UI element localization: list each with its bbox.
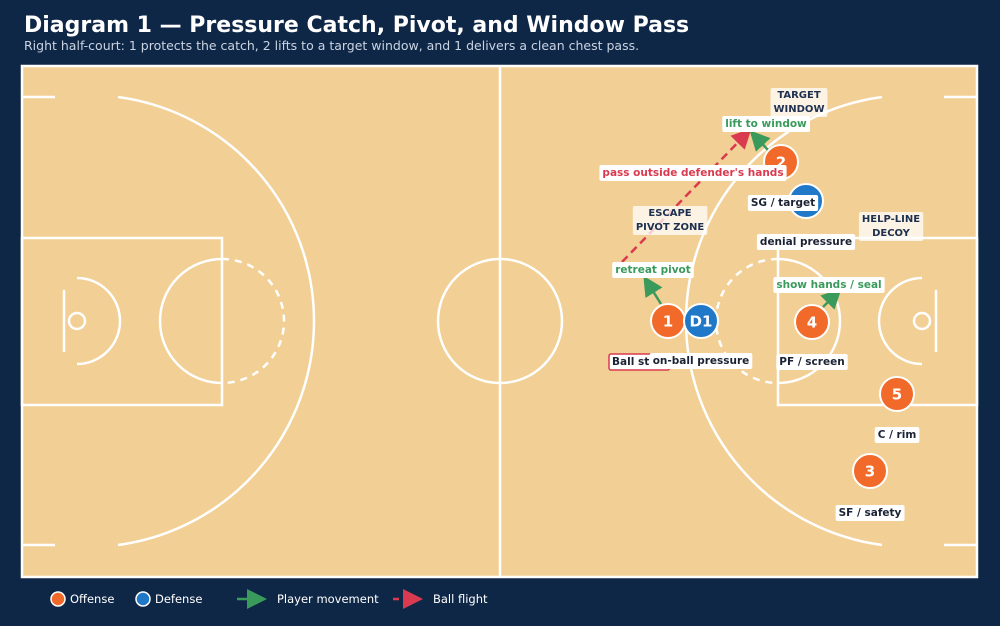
title: Diagram 1 — Pressure Catch, Pivot, and W… — [24, 13, 689, 38]
movement-label: retreat pivot — [615, 264, 691, 276]
subtitle: Right half-court: 1 protects the catch, … — [24, 38, 639, 53]
label-box — [612, 262, 694, 278]
legend-label: Ball flight — [433, 592, 488, 606]
player: D1 — [683, 303, 719, 339]
player-token — [683, 303, 719, 339]
label-box — [858, 212, 924, 241]
court — [20, 64, 979, 579]
player-tag: SG / target — [751, 197, 815, 209]
legend-label: Defense — [155, 592, 202, 606]
player-tag: PF / screen — [779, 356, 844, 368]
player: 1 — [650, 303, 686, 339]
player-tag: C / rim — [878, 429, 917, 441]
annotations: lift to window retreat pivot show hands … — [599, 116, 885, 293]
label-box — [747, 195, 819, 211]
zone-label: ESCAPE PIVOT ZONE — [636, 208, 705, 233]
legend-label: Offense — [70, 592, 114, 606]
player-number: 1 — [663, 313, 673, 331]
player-number: 2 — [776, 154, 786, 172]
movement-label: show hands / seal — [776, 279, 881, 291]
player-token — [879, 376, 915, 412]
player-tag: on-ball pressure — [653, 355, 750, 367]
player-number: 3 — [865, 463, 875, 481]
player: 3 — [852, 453, 888, 489]
player-number: D1 — [690, 313, 713, 331]
zone-label: HELP-LINE DECOY — [862, 214, 920, 239]
label-box — [776, 354, 848, 370]
label-box — [874, 427, 920, 443]
label-box — [773, 277, 885, 293]
label-box — [835, 505, 905, 521]
movement-label: lift to window — [725, 118, 807, 130]
zone-label: TARGET WINDOW — [774, 90, 825, 115]
player-number: 5 — [892, 386, 902, 404]
player: 4 — [794, 304, 830, 340]
player-token — [794, 304, 830, 340]
ball-flight-label: pass outside defender's hands — [602, 167, 783, 179]
label-box — [632, 206, 708, 235]
zones: TARGET WINDOW ESCAPE PIVOT ZONE HELP-LINE D… — [632, 88, 924, 241]
label-box — [722, 116, 811, 132]
legend: Offense Defense Player movement Ball fli… — [50, 589, 488, 609]
legend-label: Player movement — [277, 592, 379, 606]
player-number: 4 — [807, 314, 817, 332]
label-box — [649, 353, 753, 369]
player-token — [852, 453, 888, 489]
label-box — [599, 165, 787, 181]
player-tag: SF / safety — [839, 507, 902, 519]
arrows — [621, 128, 842, 310]
player-tag: denial pressure — [760, 236, 852, 248]
player: 5 — [879, 376, 915, 412]
label-box — [756, 234, 856, 250]
label-box — [770, 88, 828, 117]
